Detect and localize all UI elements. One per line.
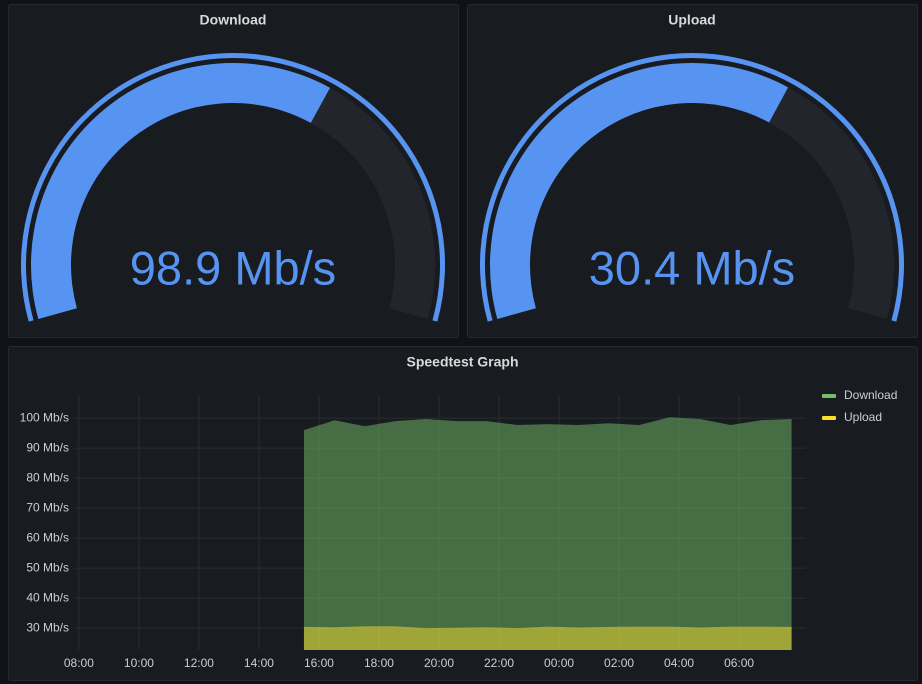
gauge-value: 98.9 Mb/s	[130, 241, 336, 294]
y-tick-label: 50 Mb/s	[26, 560, 69, 574]
legend-label: Download	[844, 388, 897, 402]
panel-title: Speedtest Graph	[406, 354, 518, 370]
x-tick-label: 10:00	[124, 656, 154, 670]
x-tick-label: 18:00	[364, 656, 394, 670]
gauge-value: 30.4 Mb/s	[589, 241, 795, 294]
legend-swatch	[822, 394, 836, 398]
y-tick-label: 80 Mb/s	[26, 470, 69, 484]
x-tick-label: 20:00	[424, 656, 454, 670]
x-tick-label: 22:00	[484, 656, 514, 670]
area	[303, 417, 792, 650]
gauge-fill	[30, 62, 331, 319]
x-tick-label: 02:00	[604, 656, 634, 670]
y-tick-label: 90 Mb/s	[26, 440, 69, 454]
panel-title: Download	[200, 12, 267, 28]
x-tick-label: 12:00	[184, 656, 214, 670]
panel-title: Upload	[668, 12, 715, 28]
y-tick-label: 40 Mb/s	[26, 590, 69, 604]
legend-swatch	[822, 416, 836, 420]
x-tick-label: 16:00	[304, 656, 334, 670]
y-tick-label: 30 Mb/s	[26, 620, 69, 634]
x-tick-label: 08:00	[64, 656, 94, 670]
x-tick-label: 06:00	[724, 656, 754, 670]
legend-label: Upload	[844, 410, 882, 424]
x-tick-label: 14:00	[244, 656, 274, 670]
area	[303, 626, 792, 650]
y-tick-label: 100 Mb/s	[20, 410, 69, 424]
x-tick-label: 04:00	[664, 656, 694, 670]
y-tick-label: 60 Mb/s	[26, 530, 69, 544]
x-tick-label: 00:00	[544, 656, 574, 670]
y-tick-label: 70 Mb/s	[26, 500, 69, 514]
gauge-fill	[490, 63, 789, 319]
